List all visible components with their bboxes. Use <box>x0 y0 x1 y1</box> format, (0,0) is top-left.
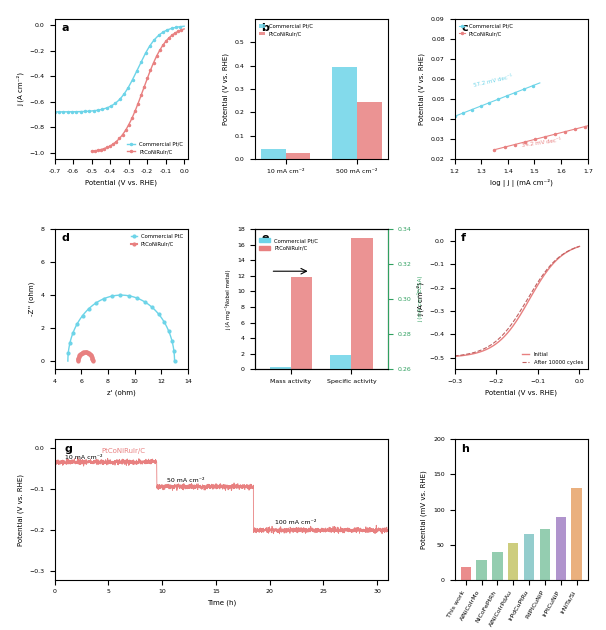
Legend: Commercial Pt/C, PtCoNiRuIr/C: Commercial Pt/C, PtCoNiRuIr/C <box>125 140 185 156</box>
Text: 10 mA cm⁻²: 10 mA cm⁻² <box>65 455 103 460</box>
Legend: Initial, After 10000 cycles: Initial, After 10000 cycles <box>519 350 585 367</box>
Text: c: c <box>461 23 468 33</box>
Y-axis label: Potential (V vs. RHE): Potential (V vs. RHE) <box>419 53 425 125</box>
X-axis label: Potential (V vs. RHE): Potential (V vs. RHE) <box>485 389 557 396</box>
Text: e: e <box>261 233 268 243</box>
Legend: Commercial Pt/C, PtCoNiRuIr/C: Commercial Pt/C, PtCoNiRuIr/C <box>257 21 315 38</box>
Legend: Commercial Pt/C, PtCoNiRuIr/C: Commercial Pt/C, PtCoNiRuIr/C <box>457 21 515 38</box>
Y-axis label: j (A mg⁻¹Nobel metal): j (A mg⁻¹Nobel metal) <box>225 269 231 329</box>
Text: d: d <box>61 233 69 243</box>
Bar <box>540 529 550 580</box>
Bar <box>332 67 357 159</box>
Bar <box>492 552 502 580</box>
Bar <box>270 367 291 369</box>
Y-axis label: Potential (V vs. RHE): Potential (V vs. RHE) <box>223 53 229 125</box>
Text: 57.2 mV dec⁻¹: 57.2 mV dec⁻¹ <box>473 74 513 88</box>
X-axis label: Potential (V vs. RHE): Potential (V vs. RHE) <box>85 180 157 186</box>
Bar <box>330 355 351 630</box>
Y-axis label: j (A cm⁻²): j (A cm⁻²) <box>416 282 424 316</box>
Text: 100 mA cm⁻²: 100 mA cm⁻² <box>275 520 316 525</box>
Bar <box>357 102 382 159</box>
X-axis label: z' (ohm): z' (ohm) <box>107 389 136 396</box>
Bar <box>508 543 518 580</box>
X-axis label: Time (h): Time (h) <box>207 600 236 607</box>
Text: h: h <box>461 444 469 454</box>
Y-axis label: -Z'' (ohm): -Z'' (ohm) <box>28 282 35 316</box>
Bar <box>524 534 534 580</box>
Bar <box>476 560 487 580</box>
Text: 34.2 mV dec⁻¹: 34.2 mV dec⁻¹ <box>521 137 561 148</box>
Bar <box>461 567 471 580</box>
Bar <box>556 517 566 580</box>
Text: g: g <box>64 444 72 454</box>
Bar <box>261 149 285 159</box>
Text: a: a <box>61 23 68 33</box>
Text: b: b <box>261 23 269 33</box>
Y-axis label: j (mA cm⁻²ECSA): j (mA cm⁻²ECSA) <box>417 276 423 323</box>
Y-axis label: Potential (mV vs. RHE): Potential (mV vs. RHE) <box>421 470 427 549</box>
Bar <box>291 277 312 369</box>
Legend: Commercial Pt/C, PtCoNiRuIr/C: Commercial Pt/C, PtCoNiRuIr/C <box>257 236 320 253</box>
Text: PtCoNiRuIr/C: PtCoNiRuIr/C <box>101 449 145 454</box>
Legend: Commercial PtC, PtCoNiRuIr/C: Commercial PtC, PtCoNiRuIr/C <box>129 232 185 249</box>
Y-axis label: j (A cm⁻²): j (A cm⁻²) <box>16 72 24 106</box>
Text: 50 mA cm⁻²: 50 mA cm⁻² <box>167 478 205 483</box>
Text: f: f <box>461 233 466 243</box>
Bar <box>351 238 373 630</box>
Bar <box>285 153 310 159</box>
Bar <box>571 488 582 580</box>
X-axis label: log | j | (mA cm⁻²): log | j | (mA cm⁻²) <box>490 180 553 187</box>
Y-axis label: Potential (V vs. RHE): Potential (V vs. RHE) <box>18 474 24 546</box>
